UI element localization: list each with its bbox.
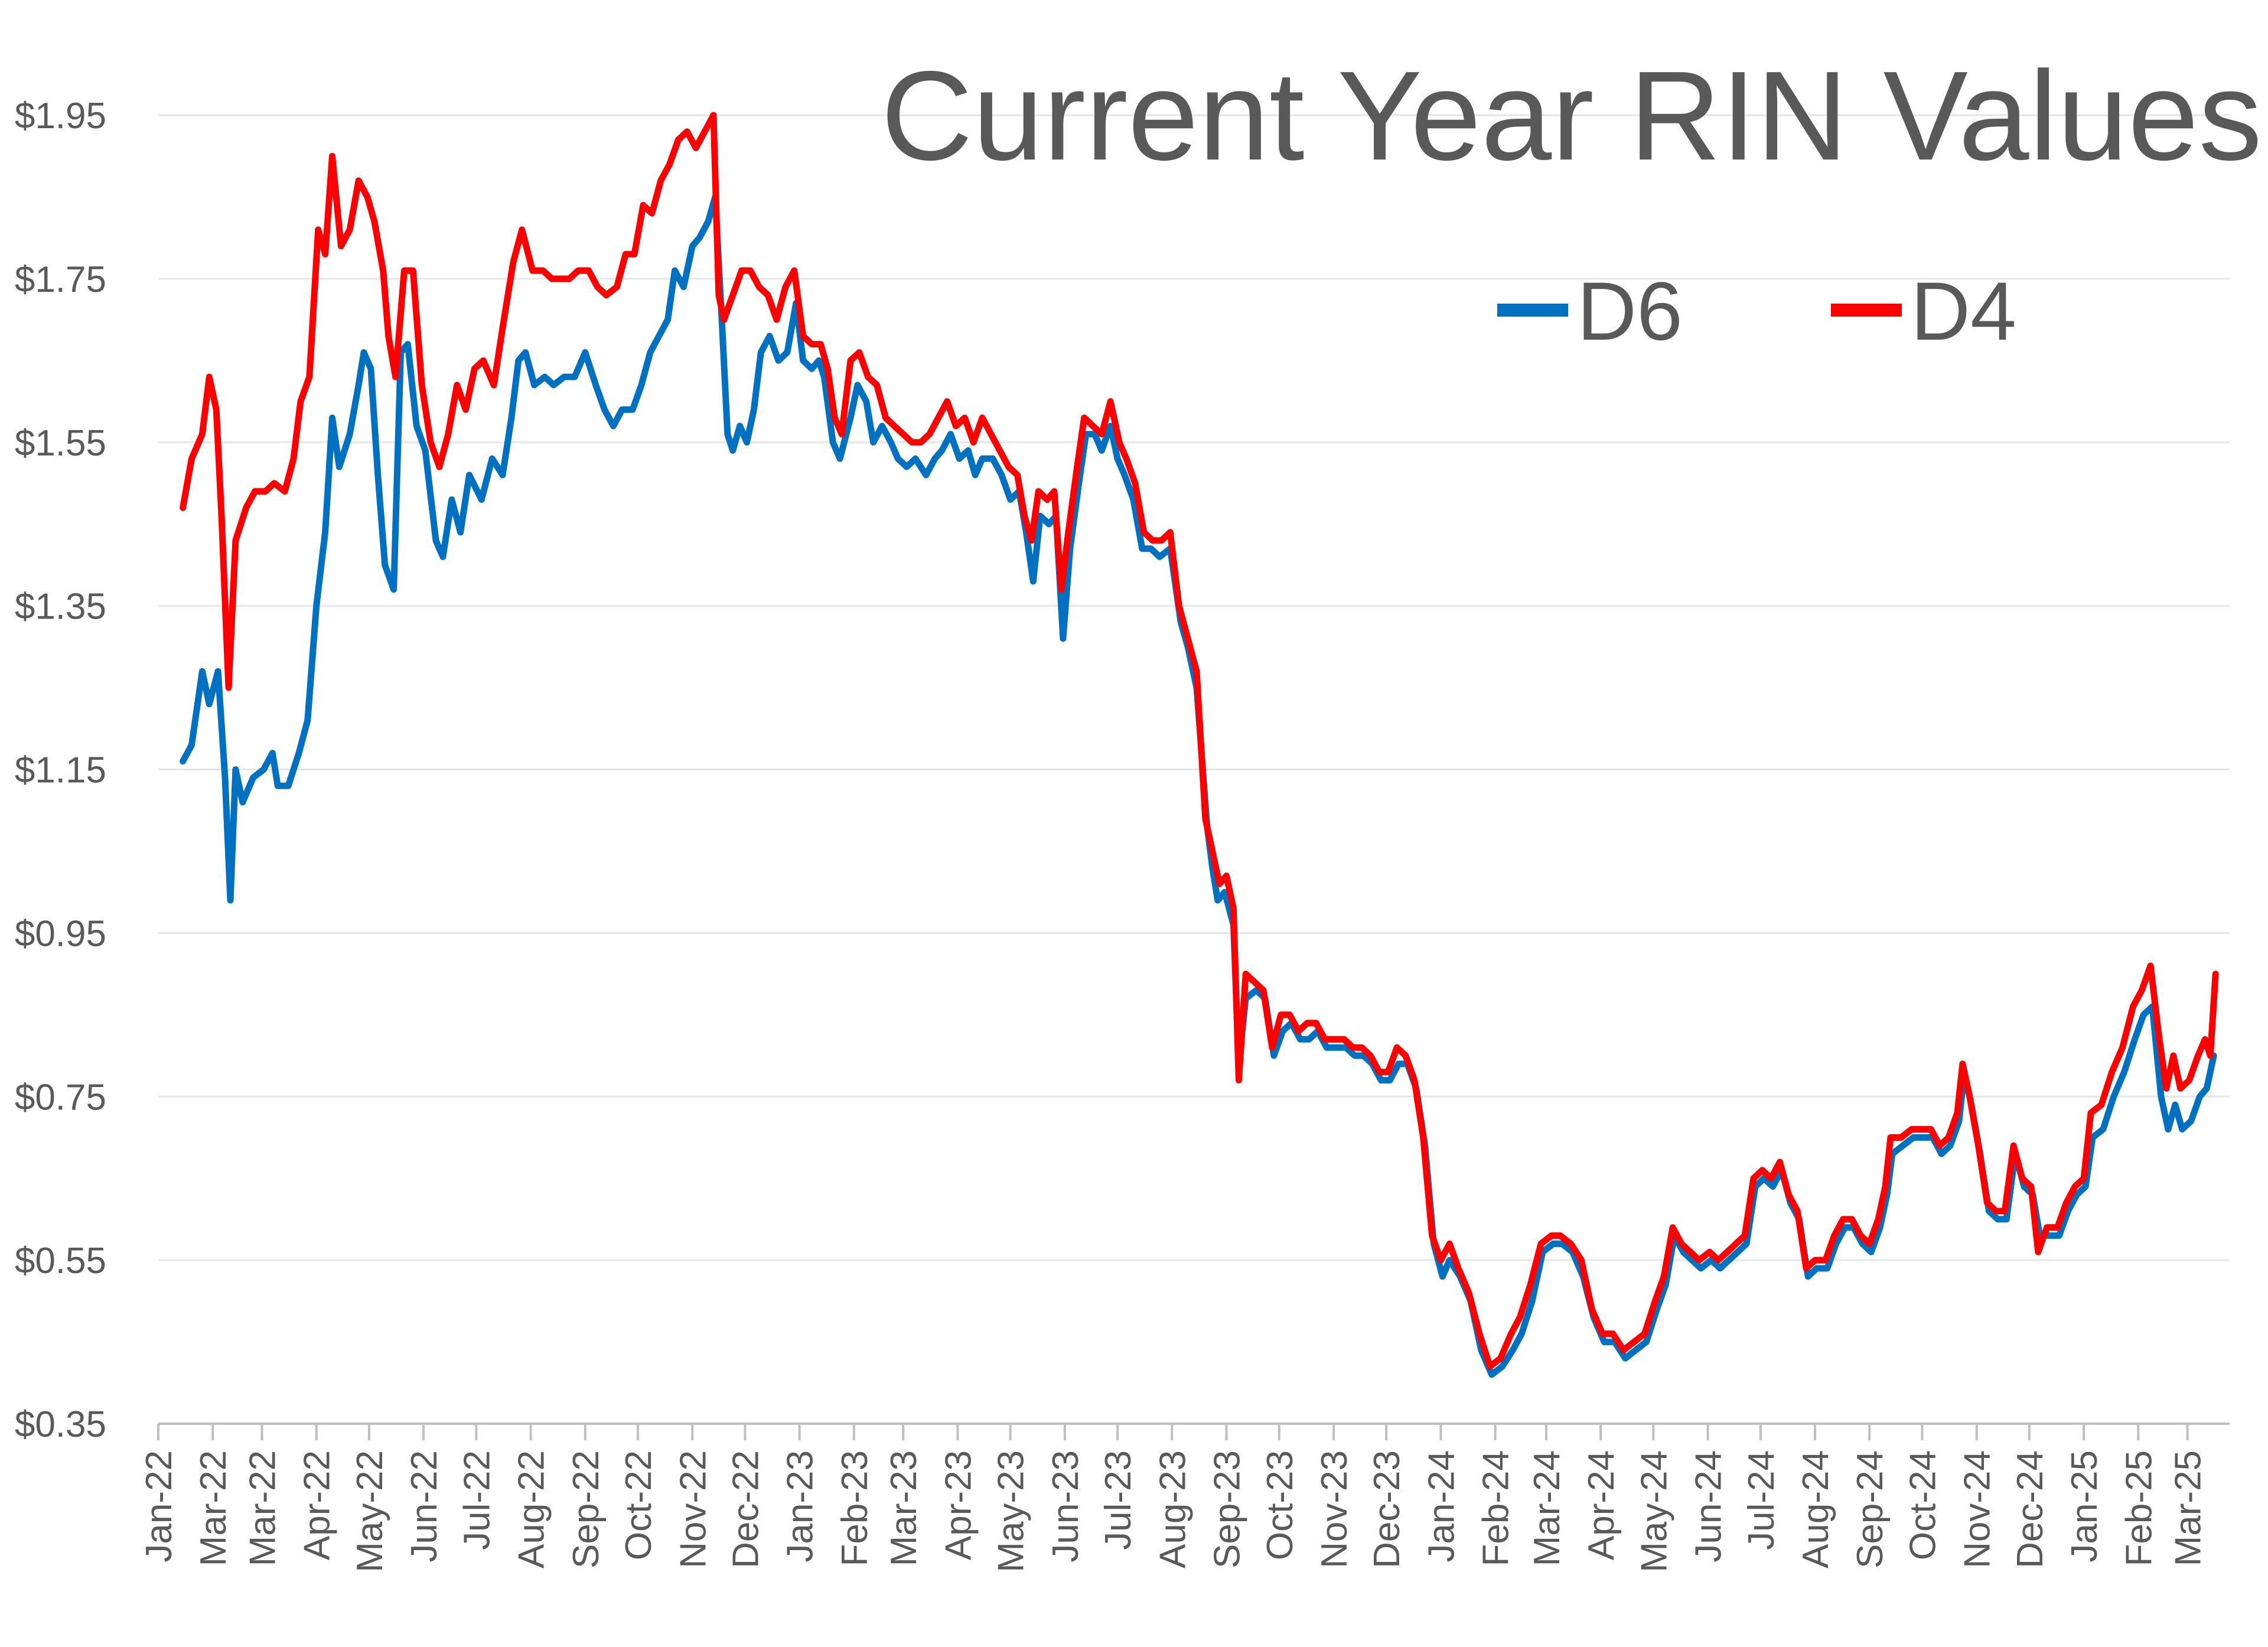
series-line-d4 xyxy=(180,112,2219,1370)
x-tick-label: Sep-23 xyxy=(1207,1450,1248,1568)
x-tick-label: Jan-25 xyxy=(2064,1450,2105,1563)
x-tick-label: Nov-24 xyxy=(1957,1450,1998,1568)
x-tick-label: May-23 xyxy=(991,1450,1032,1573)
legend-label-d4: D4 xyxy=(1911,265,2016,357)
gridlines xyxy=(158,114,2230,1261)
x-tick-label: Apr-22 xyxy=(297,1450,338,1560)
x-tick-label: Sep-24 xyxy=(1850,1450,1891,1568)
y-tick-label: $1.35 xyxy=(15,587,106,627)
y-tick-label: $0.95 xyxy=(15,913,106,954)
axes: $0.35 $0.55 $0.75 $0.95 $1.15 $1.35 $1.55 $1.75… xyxy=(15,96,2230,1573)
x-tick-label: Jul-23 xyxy=(1098,1450,1139,1550)
x-tick-label: Sep-22 xyxy=(566,1450,607,1568)
x-tick-label: Apr-23 xyxy=(938,1450,979,1560)
y-tick-label: $1.15 xyxy=(15,750,106,791)
x-tick-label: Jul-24 xyxy=(1741,1450,1782,1550)
x-tick-label: Aug-22 xyxy=(511,1450,552,1568)
y-tick-label: $1.75 xyxy=(15,259,106,300)
x-tick-label: Jan-24 xyxy=(1421,1450,1462,1563)
x-tick-label: Dec-24 xyxy=(2010,1450,2051,1568)
x-tick-label: Nov-23 xyxy=(1314,1450,1355,1568)
series-line-d6 xyxy=(180,193,2217,1378)
x-tick-label: Mar-23 xyxy=(884,1450,924,1566)
legend-label-d6: D6 xyxy=(1577,265,1683,357)
x-tick-label: Dec-23 xyxy=(1367,1450,1407,1568)
x-tick-label: Feb-23 xyxy=(835,1450,875,1566)
x-tick-label: Jan-23 xyxy=(780,1450,821,1563)
x-tick-label: Oct-23 xyxy=(1260,1450,1301,1560)
x-tick-label: May-24 xyxy=(1634,1450,1674,1573)
legend: D6 D4 xyxy=(1497,265,2016,357)
x-tick-label: Mar-22 xyxy=(193,1450,234,1566)
x-tick-label: Aug-24 xyxy=(1795,1450,1836,1568)
x-tick-label: Mar-25 xyxy=(2168,1450,2209,1566)
y-tick-label: $0.55 xyxy=(15,1241,106,1281)
x-tick-label: Dec-22 xyxy=(726,1450,767,1568)
chart-title: Current Year RIN Values xyxy=(881,44,2262,187)
x-tick-label: Jan-22 xyxy=(139,1450,180,1563)
series-lines xyxy=(180,112,2219,1378)
x-tick-label: Aug-23 xyxy=(1152,1450,1193,1568)
y-tick-label: $0.75 xyxy=(15,1077,106,1118)
x-tick-label: Feb-24 xyxy=(1476,1450,1517,1566)
x-tick-label: Jun-23 xyxy=(1045,1450,1086,1563)
y-tick-label: $0.35 xyxy=(15,1404,106,1445)
x-tick-label: Feb-25 xyxy=(2119,1450,2159,1566)
y-tick-label: $1.95 xyxy=(15,96,106,136)
x-tick-label: Oct-22 xyxy=(618,1450,659,1560)
x-tick-label: Apr-24 xyxy=(1581,1450,1622,1560)
x-tick-label: Mar-22 xyxy=(242,1450,283,1566)
x-tick-label: Jun-24 xyxy=(1689,1450,1729,1563)
x-tick-label: May-22 xyxy=(350,1450,390,1573)
x-tick-label: Mar-24 xyxy=(1527,1450,1568,1566)
y-tick-label: $1.55 xyxy=(15,423,106,464)
x-tick-label: Jul-22 xyxy=(457,1450,497,1550)
x-tick-label: Nov-22 xyxy=(673,1450,713,1568)
x-tick-label: Jun-22 xyxy=(404,1450,445,1563)
x-tick-label: Oct-24 xyxy=(1902,1450,1943,1560)
